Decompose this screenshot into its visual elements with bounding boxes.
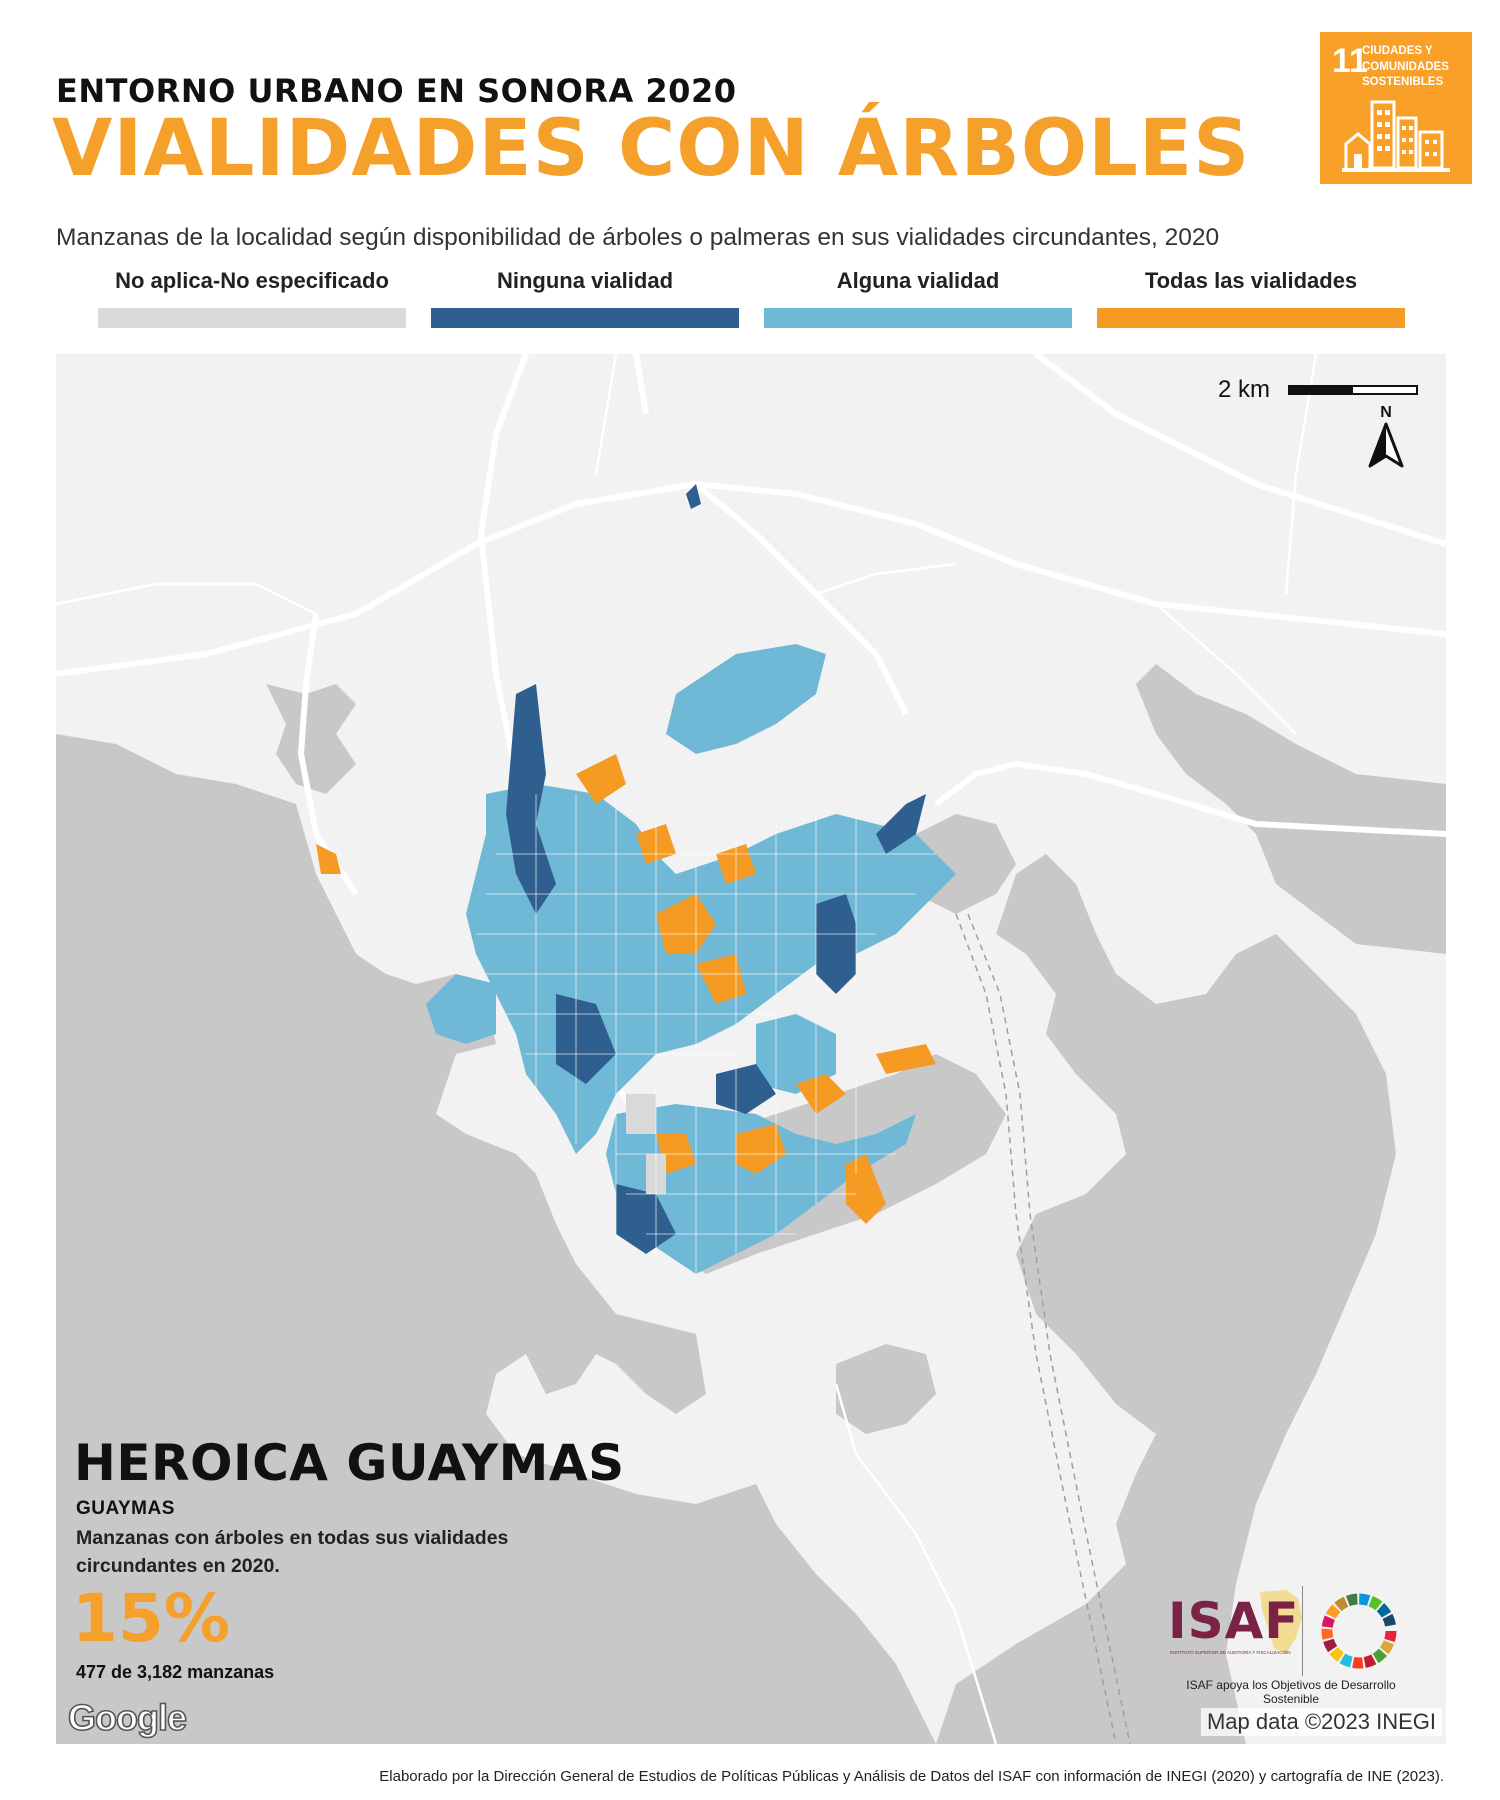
map-basemap[interactable] [56,354,1446,1744]
supertitle: ENTORNO URBANO EN SONORA 2020 [56,72,737,110]
legend-label: Ninguna vialidad [496,268,674,293]
legend-item-ninguna: Ninguna vialidad [431,268,739,328]
city-buildings-icon [1342,100,1450,172]
indicator-count: 477 de 3,182 manzanas [76,1662,275,1682]
sdg-wheel-icon [1321,1593,1397,1669]
island-water [836,1344,936,1434]
scale-bar: 2 km [1218,376,1418,404]
legend-swatch [98,308,406,328]
legend-item-todas: Todas las vialidades [1097,268,1405,328]
legend-swatch [764,308,1072,328]
legend-item-alguna: Alguna vialidad [764,268,1072,328]
subtitle: Manzanas de la localidad según disponibi… [56,224,1220,251]
north-label: N [1380,404,1392,421]
scale-label: 2 km [1217,376,1270,403]
bay-water-east [936,854,1396,1744]
sonora-state-shape [1260,1590,1302,1654]
place-name: HEROICA GUAYMAS [74,1434,625,1492]
sea-water [56,734,936,1744]
urban-blocks [316,484,956,1274]
bay-water-west [266,684,356,794]
legend-item-no-aplica: No aplica-No especificado [98,268,406,328]
sdg-11-badge: 11 CIUDADES Y COMUNIDADES SOSTENIBLES [1320,32,1472,184]
north-arrow: N [1366,404,1406,473]
inner-bay-water [1136,664,1446,954]
isaf-caption: ISAF apoya los Objetivos de Desarrollo S… [1186,1678,1396,1706]
logo-separator [1302,1586,1303,1676]
legend-swatch [431,308,739,328]
legend: No aplica-No especificado Ninguna vialid… [98,268,1406,328]
isaf-sdg-block: ISAF INSTITUTO SUPERIOR DE AUDITORÍA Y F… [1158,1582,1424,1706]
page-title: VIALIDADES CON ÁRBOLES [52,104,1251,194]
sdg-label: CIUDADES Y COMUNIDADES SOSTENIBLES [1362,45,1449,89]
shipping-lane [955,913,1131,1744]
north-arrow-icon [1368,422,1404,468]
isaf-logo-subtext: INSTITUTO SUPERIOR DE AUDITORÍA Y FISCAL… [1170,1650,1291,1655]
map-panel[interactable]: 2 km N HEROICA GUAYMAS GUAYMAS Manzanas … [56,354,1446,1744]
map-attribution[interactable]: Map data ©2023 INEGI [1200,1708,1442,1736]
legend-swatch [1097,308,1405,328]
indicator-description: Manzanas con árboles en todas sus vialid… [76,1527,509,1578]
footer-credit: Elaborado por la Dirección General de Es… [379,1768,1444,1785]
google-logo[interactable]: Google [67,1696,188,1739]
scale-graphic [1288,385,1418,395]
legend-label: Alguna vialidad [836,268,1000,293]
legend-label: Todas las vialidades [1144,268,1358,293]
municipality-name: GUAYMAS [76,1498,175,1519]
legend-label: No aplica-No especificado [115,268,389,293]
indicator-percentage: 15% [72,1580,230,1657]
block-grid-lines [476,794,936,1274]
sdg-number: 11 [1332,42,1368,80]
isaf-logo: ISAF [1168,1592,1300,1650]
